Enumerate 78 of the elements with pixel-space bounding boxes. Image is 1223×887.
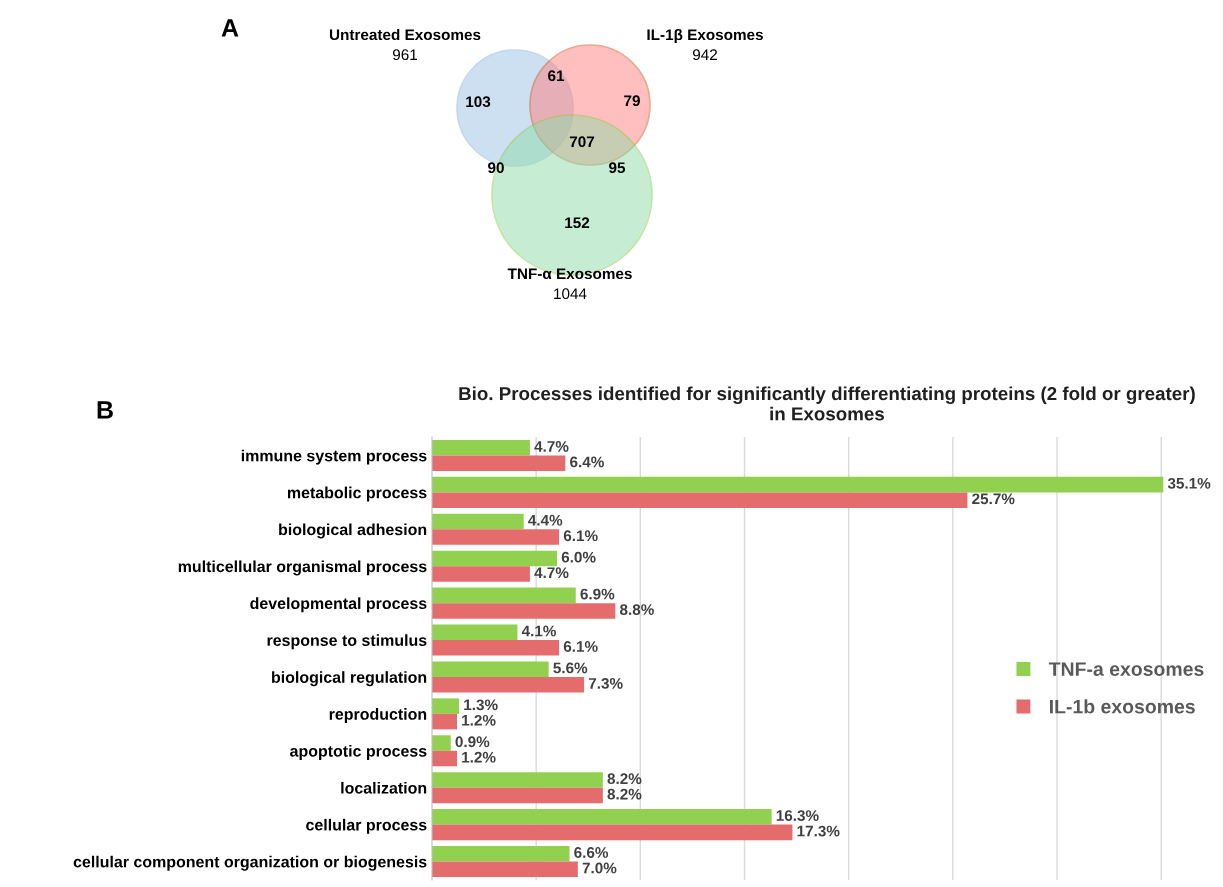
y-tick-label: reproduction bbox=[329, 708, 427, 723]
bar bbox=[432, 476, 1164, 493]
bar bbox=[432, 824, 793, 841]
text: 103 bbox=[466, 96, 491, 108]
bar bbox=[432, 624, 518, 641]
y-tick-label: response to stimulus bbox=[267, 634, 427, 650]
data-label: 0.9% bbox=[455, 736, 490, 748]
data-label: 1.2% bbox=[462, 751, 496, 763]
data-label: 7.3% bbox=[588, 677, 623, 689]
data-label: 4.1% bbox=[521, 625, 557, 637]
y-tick-label: localization bbox=[341, 781, 427, 794]
data-label: 4.4% bbox=[528, 514, 563, 526]
text: B bbox=[97, 401, 113, 419]
data-label: 6.0% bbox=[561, 551, 596, 563]
text: 961 bbox=[392, 49, 417, 61]
legend-label: IL-1b exosomes bbox=[1049, 699, 1195, 714]
bar bbox=[432, 439, 530, 456]
bar bbox=[432, 772, 603, 788]
bar bbox=[432, 566, 530, 582]
text: 942 bbox=[692, 49, 717, 61]
text: Untreated Exosomes bbox=[329, 28, 481, 41]
bar bbox=[432, 492, 968, 508]
bar bbox=[432, 587, 576, 604]
text: A bbox=[221, 19, 239, 37]
bar bbox=[432, 750, 457, 767]
y-tick-label: apoptotic process bbox=[290, 745, 427, 760]
text: 1044 bbox=[554, 288, 587, 300]
bar bbox=[432, 861, 578, 878]
legend-label: TNF-a exosomes bbox=[1048, 662, 1204, 676]
data-label: 6.9% bbox=[580, 588, 615, 600]
bar bbox=[432, 713, 457, 730]
y-tick-label: developmental process bbox=[250, 597, 427, 613]
y-tick-label: immune system process bbox=[241, 449, 427, 465]
bar bbox=[432, 735, 451, 751]
text: 79 bbox=[624, 95, 640, 107]
data-label: 1.2% bbox=[462, 714, 496, 726]
data-label: 6.1% bbox=[563, 641, 598, 652]
y-tick-label: cellular component organization or biogenesis bbox=[73, 855, 427, 871]
bar bbox=[432, 698, 460, 714]
data-label: 35.1% bbox=[1167, 477, 1211, 489]
text: 152 bbox=[565, 217, 590, 229]
data-label: 7.0% bbox=[582, 862, 617, 874]
data-label: 1.3% bbox=[464, 699, 498, 711]
y-tick-label: cellular process bbox=[306, 818, 427, 834]
data-label: 16.3% bbox=[776, 810, 819, 821]
bar bbox=[432, 550, 557, 567]
text: 707 bbox=[569, 136, 595, 148]
data-label: 17.3% bbox=[797, 825, 840, 837]
text: 61 bbox=[548, 70, 565, 82]
data-label: 8.2% bbox=[607, 788, 642, 800]
y-tick-label: metabolic process bbox=[287, 486, 427, 502]
data-label: 8.8% bbox=[619, 604, 654, 615]
chart-title: Bio. Processes identified for significantly differentiating proteins (2 fold or greater) in Exosomes bbox=[459, 386, 1195, 421]
data-label: 5.6% bbox=[553, 662, 588, 674]
bar bbox=[432, 676, 585, 693]
bar bbox=[432, 787, 603, 804]
bar bbox=[432, 603, 616, 619]
data-label: 6.6% bbox=[574, 847, 609, 858]
y-tick-label: biological regulation bbox=[272, 671, 427, 687]
data-label: 6.1% bbox=[563, 530, 598, 542]
bar bbox=[432, 455, 566, 471]
text: TNF-α Exosomes bbox=[507, 268, 632, 280]
y-tick-label: multicellular organismal process bbox=[178, 560, 427, 576]
text: 90 bbox=[488, 162, 504, 174]
bar bbox=[432, 661, 549, 677]
bar bbox=[432, 809, 772, 825]
data-label: 6.4% bbox=[570, 456, 604, 468]
text: IL-1β Exosomes bbox=[647, 28, 763, 44]
data-label: 25.7% bbox=[972, 493, 1015, 505]
text: 95 bbox=[609, 162, 626, 174]
bar bbox=[432, 640, 560, 656]
bar bbox=[432, 846, 570, 862]
bar bbox=[432, 529, 560, 545]
data-label: 4.7% bbox=[534, 441, 569, 452]
y-tick-label: biological adhesion bbox=[279, 523, 427, 539]
bar bbox=[432, 513, 524, 530]
data-label: 4.7% bbox=[534, 567, 569, 579]
data-label: 8.2% bbox=[607, 773, 642, 785]
